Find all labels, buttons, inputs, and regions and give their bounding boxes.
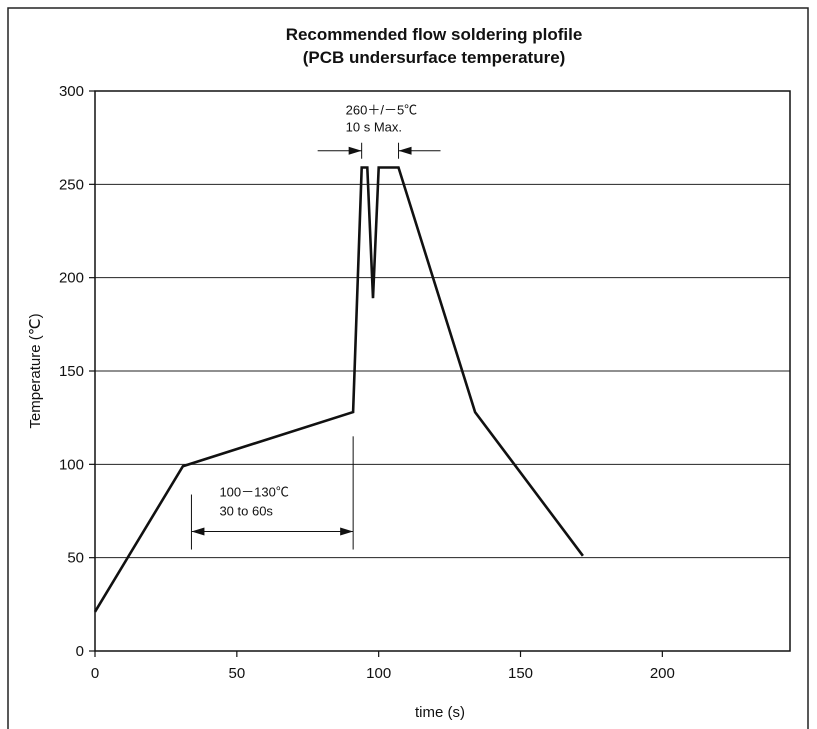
y-tick-label-150: 150 — [59, 363, 84, 380]
x-tick-label-50: 50 — [228, 665, 245, 682]
y-tick-label-300: 300 — [59, 83, 84, 100]
x-tick-label-150: 150 — [508, 665, 533, 682]
x-axis-ticks: 0 50 100 150 200 — [91, 651, 675, 682]
x-tick-label-0: 0 — [91, 665, 99, 682]
peak-annotation-line-2: 10 s Max. — [346, 120, 402, 135]
y-axis-label: Temperature (℃) — [27, 313, 44, 428]
y-tick-label-100: 100 — [59, 456, 84, 473]
y-axis-ticks: 0 50 100 150 200 250 300 — [59, 83, 95, 660]
y-tick-label-250: 250 — [59, 176, 84, 193]
preheat-annotation-line-2: 30 to 60s — [219, 504, 273, 519]
chart-subtitle: (PCB undersurface temperature) — [303, 48, 566, 67]
window-right-arrow-head — [398, 146, 412, 155]
outer-frame — [7, 7, 809, 729]
peak-annotation-line-1: 260＋/－5℃ — [346, 103, 418, 118]
annotations: 260＋/－5℃ 10 s Max. 100－130℃ 30 to 60s — [190, 103, 441, 550]
series-group — [93, 166, 584, 613]
y-tick-label-200: 200 — [59, 270, 84, 287]
y-tick-label-0: 0 — [76, 643, 84, 660]
preheat-right-arrow-head — [340, 527, 354, 536]
preheat-annotation-line-1: 100－130℃ — [219, 485, 288, 500]
x-tick-label-200: 200 — [650, 665, 675, 682]
x-tick-label-100: 100 — [366, 665, 391, 682]
window-left-arrow-head — [348, 146, 362, 155]
chart-title: Recommended flow soldering plofile — [286, 25, 583, 44]
preheat-left-arrow-head — [191, 527, 205, 536]
y-tick-label-50: 50 — [67, 550, 84, 567]
profile-series-line-0 — [93, 166, 584, 613]
x-axis-label: time (s) — [415, 704, 465, 721]
plot-area-border — [94, 90, 791, 652]
grid-lines — [95, 183, 790, 559]
